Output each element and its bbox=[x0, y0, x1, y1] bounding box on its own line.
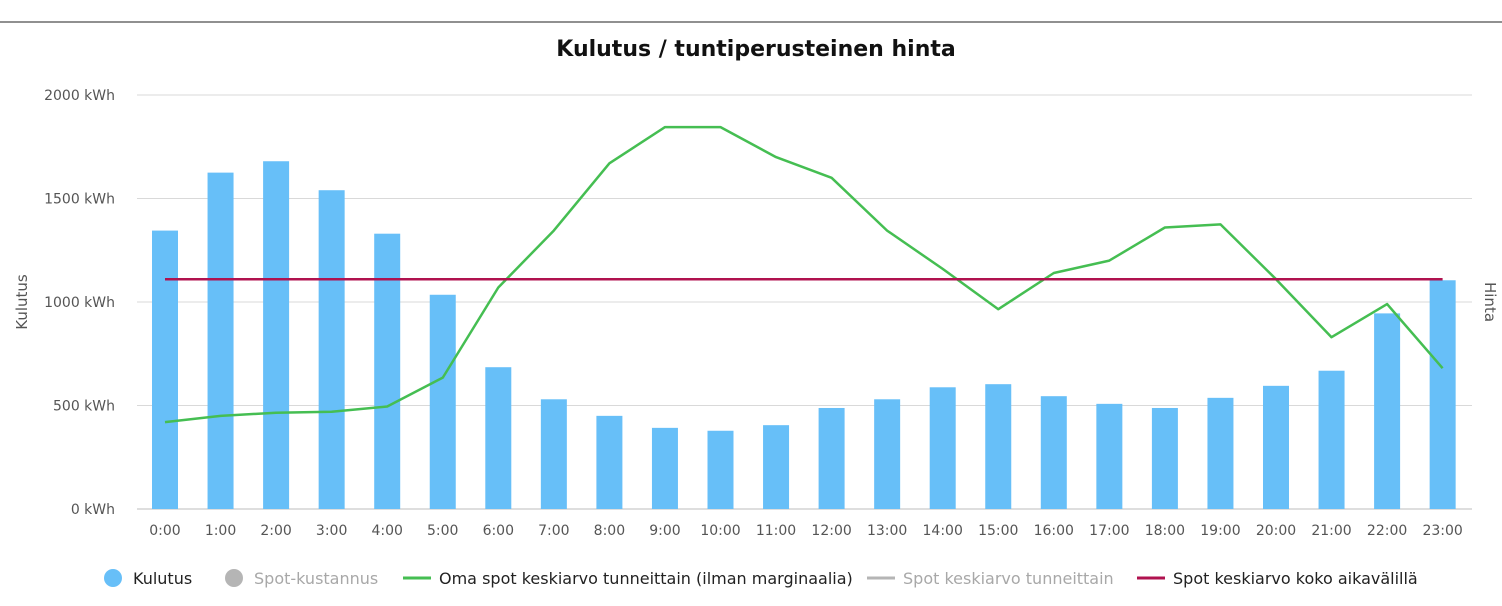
x-tick-label: 1:00 bbox=[205, 523, 236, 539]
bar-17-00[interactable] bbox=[1096, 403, 1123, 509]
x-tick-label: 3:00 bbox=[316, 523, 347, 539]
bar-3-00[interactable] bbox=[318, 190, 345, 509]
x-tick-label: 17:00 bbox=[1089, 523, 1129, 539]
bar-series bbox=[152, 161, 1456, 510]
x-tick-label: 18:00 bbox=[1145, 523, 1185, 539]
x-tick-label: 13:00 bbox=[867, 523, 907, 539]
y-tick-label: 500 kWh bbox=[53, 399, 115, 415]
legend-label: Spot keskiarvo koko aikavälillä bbox=[1173, 569, 1418, 588]
legend-item[interactable]: Spot-kustannus bbox=[225, 569, 378, 588]
x-tick-label: 14:00 bbox=[923, 523, 963, 539]
bar-9-00[interactable] bbox=[651, 427, 678, 509]
x-tick-label: 11:00 bbox=[756, 523, 796, 539]
chart-title: Kulutus / tuntiperusteinen hinta bbox=[556, 37, 955, 62]
legend-item[interactable]: Oma spot keskiarvo tunneittain (ilman ma… bbox=[403, 569, 853, 588]
line-series bbox=[164, 125, 1444, 424]
x-tick-label: 2:00 bbox=[260, 523, 291, 539]
legend-item[interactable]: Kulutus bbox=[104, 569, 192, 588]
y-tick-label: 2000 kWh bbox=[44, 88, 115, 104]
bar-13-00[interactable] bbox=[874, 399, 901, 509]
grid-lines bbox=[137, 94, 1472, 510]
x-tick-label: 15:00 bbox=[978, 523, 1018, 539]
x-tick-label: 20:00 bbox=[1256, 523, 1296, 539]
legend-marker bbox=[104, 569, 122, 587]
bar-7-00[interactable] bbox=[540, 399, 567, 509]
bar-23-00[interactable] bbox=[1429, 280, 1456, 509]
line-series-1[interactable] bbox=[164, 125, 1444, 424]
x-tick-label: 12:00 bbox=[811, 523, 851, 539]
x-tick-label: 6:00 bbox=[483, 523, 514, 539]
x-tick-label: 8:00 bbox=[594, 523, 625, 539]
x-tick-label: 22:00 bbox=[1367, 523, 1407, 539]
bar-21-00[interactable] bbox=[1318, 370, 1345, 509]
x-tick-label: 5:00 bbox=[427, 523, 458, 539]
y-tick-label: 1500 kWh bbox=[44, 192, 115, 208]
bar-11-00[interactable] bbox=[763, 425, 790, 509]
x-tick-label: 0:00 bbox=[149, 523, 180, 539]
x-axis-ticks: 0:00 1:00 2:00 3:00 4:00 5:00 6:00 7:00 8:00 9:00… bbox=[149, 523, 1463, 539]
x-tick-label: 4:00 bbox=[371, 523, 402, 539]
x-tick-label: 16:00 bbox=[1034, 523, 1074, 539]
bar-5-00[interactable] bbox=[429, 294, 456, 509]
x-tick-label: 7:00 bbox=[538, 523, 569, 539]
y-axis-title: Kulutus bbox=[13, 274, 31, 330]
bar-8-00[interactable] bbox=[596, 415, 623, 509]
bar-1-00[interactable] bbox=[207, 172, 234, 509]
bar-22-00[interactable] bbox=[1374, 313, 1401, 509]
y-tick-label: 0 kWh bbox=[71, 502, 115, 518]
x-tick-label: 10:00 bbox=[700, 523, 740, 539]
bar-10-00[interactable] bbox=[707, 430, 734, 509]
x-tick-label: 19:00 bbox=[1200, 523, 1240, 539]
bar-12-00[interactable] bbox=[818, 407, 845, 509]
x-tick-label: 23:00 bbox=[1422, 523, 1462, 539]
x-tick-label: 9:00 bbox=[649, 523, 680, 539]
y-axis-ticks: 0 kWh 500 kWh 1000 kWh 1500 kWh 2000 kWh bbox=[44, 88, 115, 518]
legend-item[interactable]: Spot keskiarvo tunneittain bbox=[867, 569, 1114, 588]
bar-16-00[interactable] bbox=[1040, 396, 1067, 509]
bar-14-00[interactable] bbox=[929, 387, 956, 509]
bar-15-00[interactable] bbox=[985, 384, 1012, 509]
legend-label: Kulutus bbox=[133, 569, 192, 588]
legend-marker bbox=[225, 569, 243, 587]
y-tick-label: 1000 kWh bbox=[44, 295, 115, 311]
bar-0-00[interactable] bbox=[152, 230, 178, 509]
bar-2-00[interactable] bbox=[263, 161, 290, 510]
legend: Kulutus Spot-kustannus Oma spot keskiarvo … bbox=[104, 569, 1418, 588]
legend-label: Oma spot keskiarvo tunneittain (ilman ma… bbox=[439, 569, 853, 588]
bar-4-00[interactable] bbox=[374, 233, 401, 509]
bar-6-00[interactable] bbox=[485, 367, 512, 509]
legend-item[interactable]: Spot keskiarvo koko aikavälillä bbox=[1137, 569, 1418, 588]
bar-20-00[interactable] bbox=[1263, 385, 1289, 509]
bar-18-00[interactable] bbox=[1151, 407, 1178, 509]
x-tick-label: 21:00 bbox=[1311, 523, 1351, 539]
legend-label: Spot keskiarvo tunneittain bbox=[903, 569, 1114, 588]
bar-19-00[interactable] bbox=[1207, 397, 1234, 509]
y2-axis-title: Hinta bbox=[1481, 282, 1499, 322]
legend-label: Spot-kustannus bbox=[254, 569, 378, 588]
